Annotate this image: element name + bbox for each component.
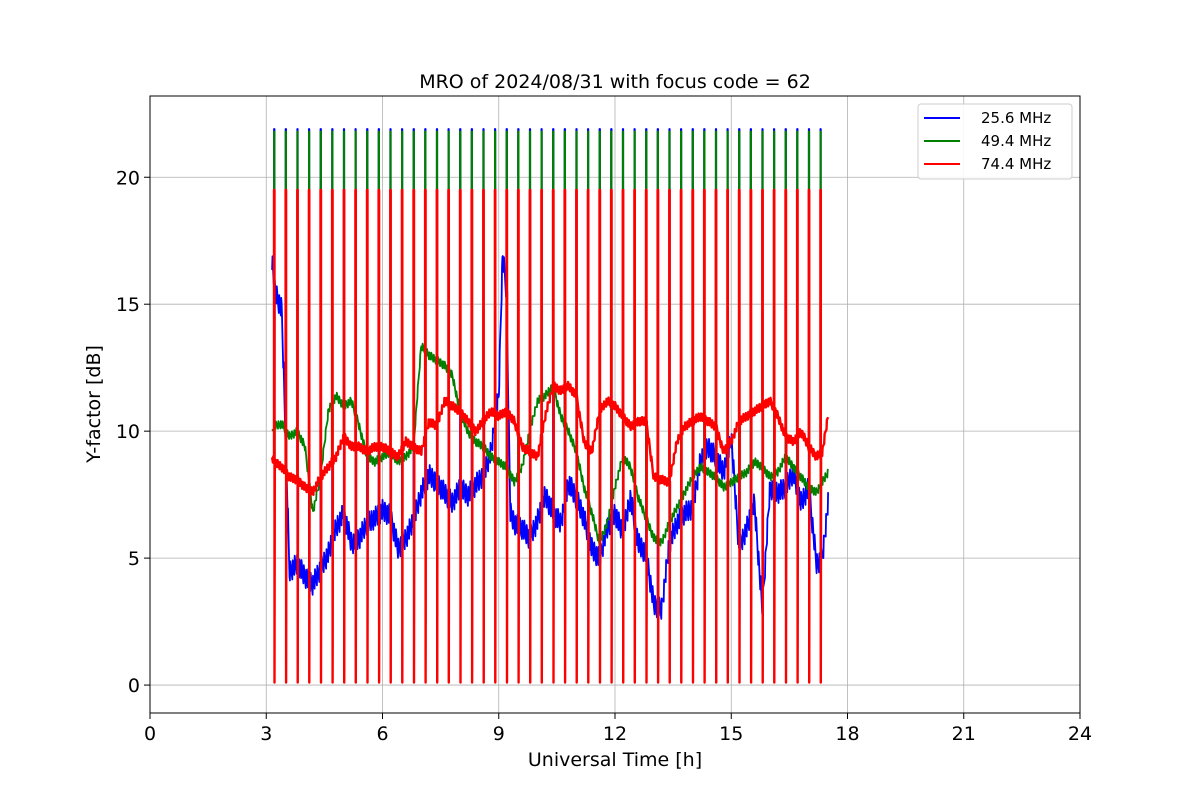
- legend-label-49-4: 49.4 MHz: [981, 132, 1051, 150]
- chart-title: MRO of 2024/08/31 with focus code = 62: [419, 71, 811, 93]
- ticks: 0 3 6 9 12 15 18 21 24 0 5 10 15 20: [116, 167, 1092, 745]
- y-axis-label: Y-factor [dB]: [83, 345, 105, 464]
- x-tick-label: 9: [493, 723, 505, 745]
- x-tick-label: 18: [835, 723, 859, 745]
- x-tick-label: 6: [376, 723, 388, 745]
- y-tick-label: 5: [128, 548, 140, 570]
- series-line-74-4: [270, 188, 830, 684]
- x-tick-label: 3: [260, 723, 272, 745]
- legend-label-25-6: 25.6 MHz: [981, 109, 1051, 127]
- x-tick-label: 0: [144, 723, 156, 745]
- y-tick-label: 0: [128, 675, 140, 697]
- plot-area: [270, 128, 830, 684]
- y-tick-label: 20: [116, 167, 140, 189]
- legend: 25.6 MHz 49.4 MHz 74.4 MHz: [917, 103, 1073, 180]
- x-tick-label: 15: [719, 723, 743, 745]
- series-line-25-6: [271, 128, 829, 684]
- legend-label-74-4: 74.4 MHz: [981, 155, 1051, 173]
- x-tick-label: 24: [1068, 723, 1092, 745]
- y-tick-label: 10: [116, 421, 140, 443]
- x-axis-label: Universal Time [h]: [528, 749, 702, 771]
- x-tick-label: 21: [952, 723, 976, 745]
- legend-box: [917, 103, 1073, 180]
- x-tick-label: 12: [603, 723, 627, 745]
- y-tick-label: 15: [116, 294, 140, 316]
